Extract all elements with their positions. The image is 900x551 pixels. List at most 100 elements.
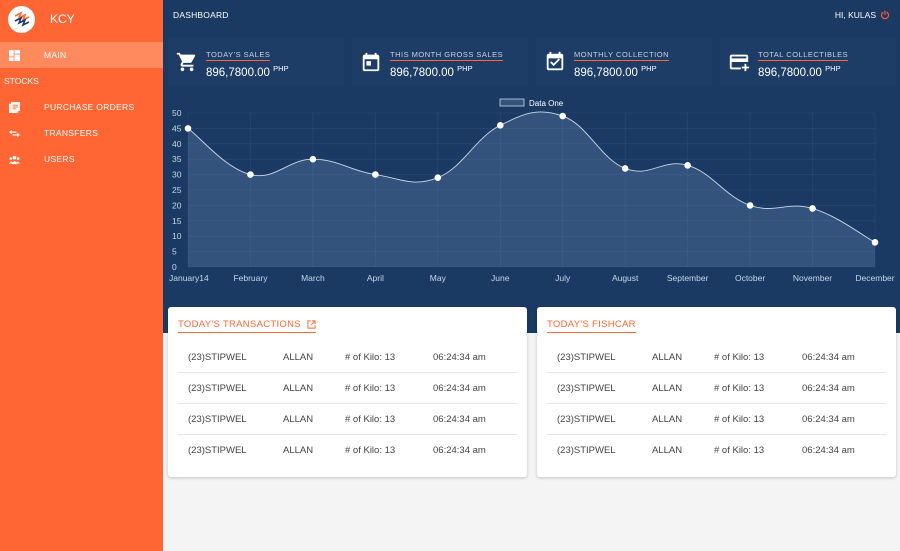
data-point[interactable]	[809, 205, 816, 212]
row-name: ALLAN	[652, 382, 683, 394]
stat-card-monthly-collection: MONTHLY COLLECTION 896,7800.00 PHP	[536, 38, 712, 85]
y-tick-label: 40	[172, 139, 182, 149]
data-point[interactable]	[684, 162, 691, 169]
row-kilo: # of Kilo: 13	[714, 382, 765, 394]
list-item[interactable]: (23)STIPWEL ALLAN # of Kilo: 13 06:24:34 am	[547, 435, 886, 466]
document-icon	[0, 101, 44, 113]
y-tick-label: 30	[172, 170, 182, 180]
x-tick-label: January14	[169, 273, 209, 283]
data-point[interactable]	[746, 202, 754, 209]
row-kilo: # of Kilo: 13	[714, 351, 765, 363]
sidebar-item-users[interactable]: USERS	[0, 146, 163, 172]
y-tick-label: 5	[172, 247, 177, 257]
data-point[interactable]	[559, 112, 567, 120]
row-code: (23)STIPWEL	[188, 382, 247, 394]
data-point[interactable]	[871, 239, 879, 246]
data-point[interactable]	[309, 155, 317, 163]
stat-value: 896,7800.00 PHP	[758, 64, 841, 79]
list-item[interactable]: (23)STIPWEL ALLAN # of Kilo: 13 06:24:34 am	[547, 342, 886, 373]
row-kilo: # of Kilo: 13	[345, 382, 396, 394]
fishcar-title: TODAY'S FISHCAR	[547, 319, 636, 333]
logo-icon	[8, 5, 35, 33]
row-code: (23)STIPWEL	[557, 351, 616, 363]
stat-label: THIS MONTH GROSS SALES	[390, 50, 504, 62]
sidebar-item-label: TRANSFERS	[44, 128, 99, 138]
list-item[interactable]: (23)STIPWEL ALLAN # of Kilo: 13 06:24:34 am	[178, 342, 517, 373]
data-point[interactable]	[496, 122, 504, 129]
stat-label: TODAY'S SALES	[206, 50, 271, 62]
page-title: DASHBOARD	[173, 10, 229, 20]
transactions-title[interactable]: TODAY'S TRANSACTIONS	[178, 319, 316, 333]
y-tick-label: 15	[172, 216, 182, 226]
data-point[interactable]	[434, 174, 442, 181]
transactions-list: (23)STIPWEL ALLAN # of Kilo: 13 06:24:34 am…	[178, 342, 517, 466]
series-line	[187, 111, 876, 243]
sidebar: KCY MAIN STOCKS PURCHASE ORDERS TRANSFER…	[0, 0, 163, 551]
y-tick-label: 35	[172, 154, 182, 164]
x-tick-label: October	[735, 273, 765, 283]
list-item[interactable]: (23)STIPWEL ALLAN # of Kilo: 13 06:24:34 am	[178, 404, 517, 435]
sidebar-item-label: MAIN	[44, 50, 67, 60]
stat-value: 896,7800.00 PHP	[206, 64, 289, 79]
row-time: 06:24:34 am	[433, 351, 486, 363]
sidebar-item-main[interactable]: MAIN	[0, 42, 163, 68]
app-name: KCY	[50, 12, 75, 26]
transfer-icon	[0, 128, 44, 139]
stat-value: 896,7800.00 PHP	[390, 64, 473, 79]
row-time: 06:24:34 am	[802, 445, 855, 456]
row-code: (23)STIPWEL	[557, 413, 616, 425]
sidebar-section-stocks: STOCKS	[4, 76, 39, 86]
row-time: 06:24:34 am	[433, 445, 486, 456]
y-tick-label: 25	[172, 185, 182, 195]
x-tick-label: December	[855, 273, 894, 283]
user-menu[interactable]: HI, KULAS	[835, 10, 890, 20]
external-link-icon[interactable]	[307, 320, 316, 329]
row-kilo: # of Kilo: 13	[345, 413, 396, 425]
stat-card-month-gross-sales: THIS MONTH GROSS SALES 896,7800.00 PHP	[352, 38, 528, 85]
row-code: (23)STIPWEL	[557, 382, 616, 394]
row-time: 06:24:34 am	[802, 351, 855, 363]
data-point[interactable]	[372, 171, 379, 178]
row-name: ALLAN	[652, 351, 683, 363]
data-point[interactable]	[247, 171, 254, 178]
list-item[interactable]: (23)STIPWEL ALLAN # of Kilo: 13 06:24:34 am	[547, 373, 886, 404]
stat-value: 896,7800.00 PHP	[574, 64, 657, 79]
y-tick-label: 45	[172, 123, 182, 133]
list-item[interactable]: (23)STIPWEL ALLAN # of Kilo: 13 06:24:34 am	[178, 373, 517, 404]
stat-card-total-collectibles: TOTAL COLLECTIBLES 896,7800.00 PHP	[720, 38, 896, 85]
series-area	[188, 111, 875, 267]
dashboard-icon	[0, 49, 44, 61]
stat-label: TOTAL COLLECTIBLES	[758, 50, 849, 62]
sidebar-item-transfers[interactable]: TRANSFERS	[0, 120, 163, 146]
sidebar-item-label: PURCHASE ORDERS	[44, 102, 135, 112]
fishcar-list: (23)STIPWEL ALLAN # of Kilo: 13 06:24:34 am…	[547, 342, 886, 466]
fishcar-panel: TODAY'S FISHCAR (23)STIPWEL ALLAN # of Kil…	[537, 307, 896, 477]
transactions-panel: TODAY'S TRANSACTIONS (23)STIPWEL ALLAN # o…	[168, 307, 527, 477]
y-tick-label: 50	[172, 108, 182, 118]
brand[interactable]: KCY	[0, 0, 163, 38]
x-tick-label: July	[555, 273, 571, 283]
row-name: ALLAN	[652, 413, 683, 425]
x-tick-label: February	[233, 273, 268, 283]
row-name: ALLAN	[283, 351, 314, 363]
sidebar-item-purchase-orders[interactable]: PURCHASE ORDERS	[0, 94, 163, 120]
row-time: 06:24:34 am	[433, 382, 486, 394]
list-item[interactable]: (23)STIPWEL ALLAN # of Kilo: 13 06:24:34 am	[178, 435, 517, 466]
row-name: ALLAN	[283, 445, 314, 456]
calendar-check-icon	[536, 51, 574, 73]
data-point[interactable]	[621, 165, 629, 172]
power-icon[interactable]	[880, 10, 890, 20]
x-tick-label: November	[793, 273, 832, 283]
row-kilo: # of Kilo: 13	[714, 445, 765, 456]
row-kilo: # of Kilo: 13	[345, 445, 396, 456]
list-item[interactable]: (23)STIPWEL ALLAN # of Kilo: 13 06:24:34 am	[547, 404, 886, 435]
y-tick-label: 20	[172, 200, 182, 210]
x-tick-label: August	[612, 273, 639, 283]
x-tick-label: June	[491, 273, 510, 283]
data-point[interactable]	[184, 125, 192, 132]
row-time: 06:24:34 am	[433, 413, 486, 425]
stat-card-todays-sales: TODAY'S SALES 896,7800.00 PHP	[168, 38, 344, 85]
row-code: (23)STIPWEL	[557, 445, 616, 456]
sidebar-item-label: USERS	[44, 154, 75, 164]
row-kilo: # of Kilo: 13	[345, 351, 396, 363]
